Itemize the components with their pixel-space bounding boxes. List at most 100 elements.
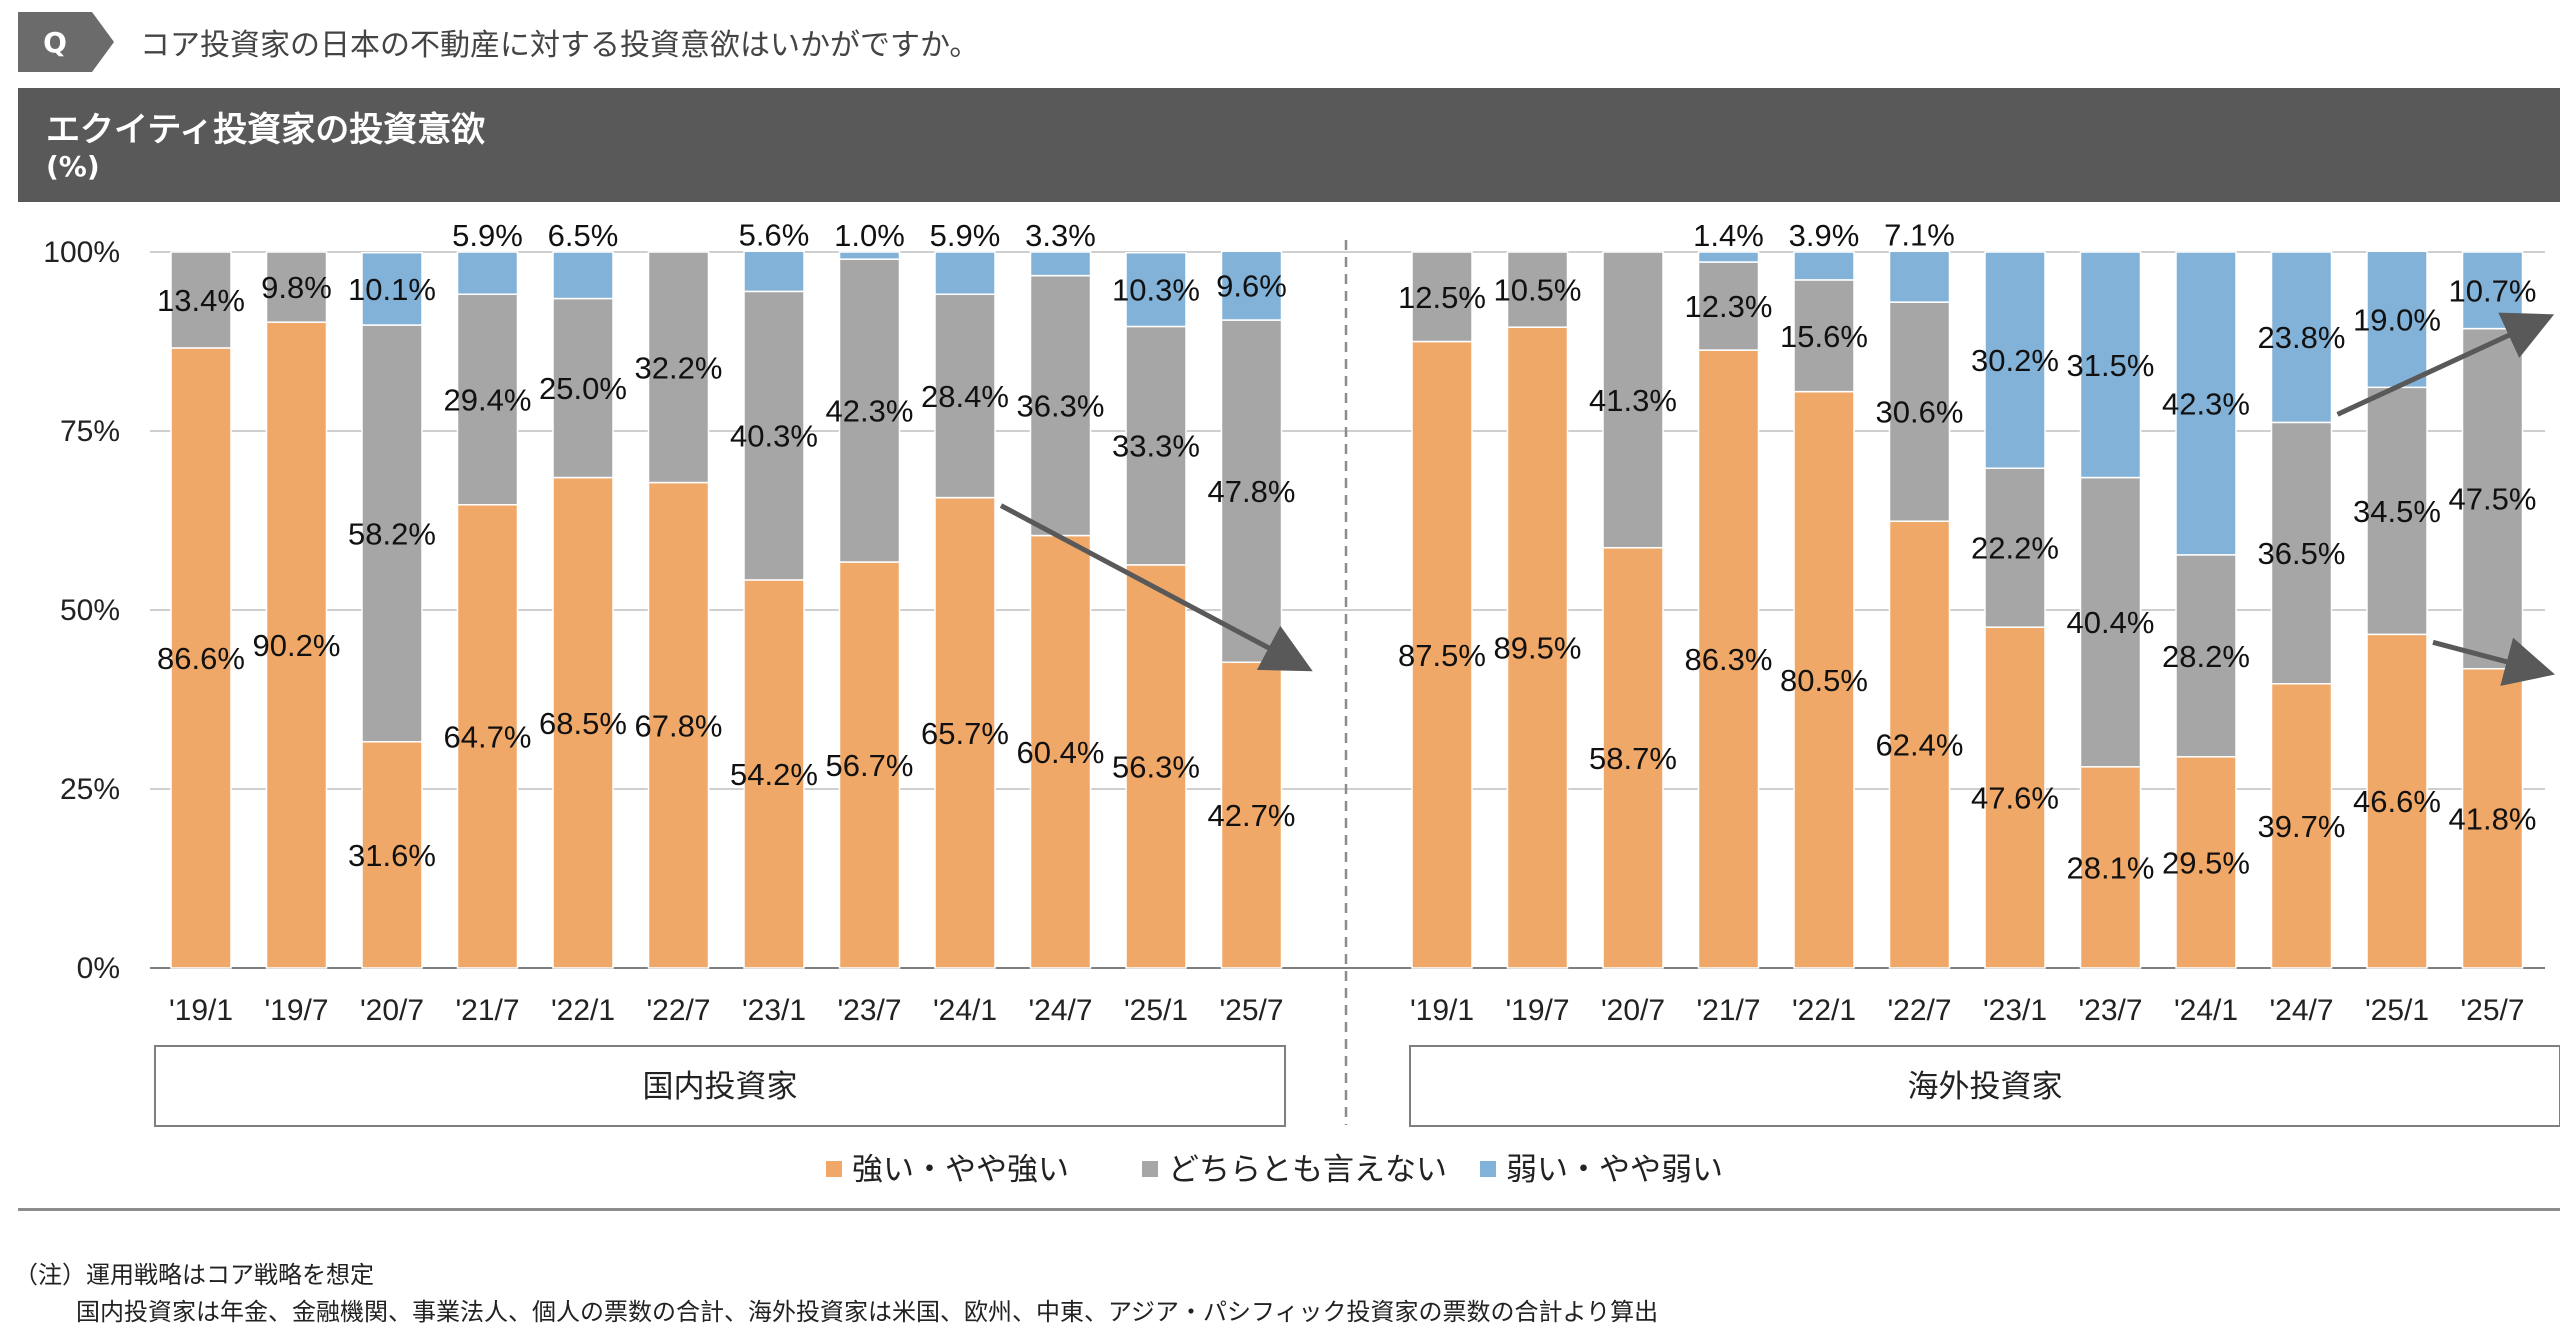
bar-segment: [1411, 251, 1473, 343]
data-label: 65.7%: [921, 716, 1009, 751]
bar-segment: [1888, 301, 1951, 522]
data-label: 36.3%: [1017, 389, 1105, 424]
bar-segment: [2270, 251, 2333, 424]
data-label: 41.3%: [1589, 383, 1677, 418]
x-tick-label: '22/7: [646, 994, 710, 1027]
data-label: 47.8%: [1208, 474, 1296, 509]
data-label: 30.2%: [1971, 343, 2059, 378]
note-line-1: （注）運用戦略はコア戦略を想定: [14, 1261, 374, 1289]
question-badge: Q: [18, 12, 92, 72]
data-label: 28.1%: [2067, 850, 2155, 885]
legend-label: どちらとも言えない: [1168, 1152, 1447, 1188]
data-label: 47.6%: [1971, 781, 2059, 816]
bar-segment: [1029, 274, 1092, 537]
chart-title: エクイティ投資家の投資意欲: [46, 110, 486, 150]
data-label: 5.6%: [739, 217, 810, 252]
y-tick-label: 100%: [43, 236, 120, 269]
data-label: 90.2%: [253, 628, 341, 663]
chart-unit: (%): [46, 150, 100, 183]
trend-arrow: [999, 503, 1313, 672]
bar-segment: [2461, 667, 2524, 969]
note-line-2: 国内投資家は年金、金融機関、事業法人、個人の票数の合計、海外投資家は米国、欧州、…: [76, 1298, 1659, 1326]
bar-segment: [1029, 251, 1092, 277]
data-label: 68.5%: [539, 706, 627, 741]
data-label: 7.1%: [1884, 217, 1955, 252]
x-tick-label: '22/1: [1792, 994, 1856, 1027]
bar-segment: [1984, 251, 2046, 469]
data-label: 62.4%: [1876, 728, 1964, 763]
data-label: 12.3%: [1685, 289, 1773, 324]
bar-segment: [456, 503, 519, 969]
data-label: 86.6%: [157, 641, 245, 676]
bar-segment: [2366, 633, 2428, 969]
bar-segment: [1888, 520, 1951, 969]
data-label: 46.6%: [2353, 784, 2441, 819]
data-label: 42.3%: [2162, 386, 2250, 421]
bar-segment: [361, 251, 423, 326]
data-label: 40.4%: [2067, 605, 2155, 640]
data-label: 80.5%: [1780, 663, 1868, 698]
bar-segment: [1697, 251, 1760, 263]
footer-divider: [18, 1208, 2560, 1211]
bar-segment: [1506, 326, 1569, 969]
data-label: 40.3%: [730, 419, 818, 454]
data-label: 3.9%: [1789, 218, 1860, 253]
y-tick-label: 0%: [77, 952, 120, 985]
data-label: 60.4%: [1017, 735, 1105, 770]
data-label: 64.7%: [444, 719, 532, 754]
y-tick-label: 50%: [60, 594, 120, 627]
data-label: 58.7%: [1589, 741, 1677, 776]
question-arrow-icon: [92, 12, 114, 72]
x-tick-label: '20/7: [360, 994, 424, 1027]
bar-segment: [170, 347, 232, 969]
data-label: 58.2%: [348, 516, 436, 551]
group-label-box: [1409, 1045, 2560, 1127]
bar-segment: [1984, 467, 2046, 628]
bar-segment: [838, 251, 901, 260]
bar-segment: [361, 324, 423, 743]
bar-segment: [838, 561, 901, 969]
bar-segment: [456, 293, 519, 506]
x-tick-label: '24/7: [1028, 994, 1092, 1027]
data-label: 89.5%: [1494, 631, 1582, 666]
data-label: 30.6%: [1876, 395, 1964, 430]
data-label: 23.8%: [2258, 320, 2346, 355]
bar-segment: [1029, 534, 1092, 969]
x-tick-label: '20/7: [1601, 994, 1665, 1027]
bar-segment: [934, 293, 996, 499]
bar-segment: [1220, 250, 1283, 321]
x-tick-label: '21/7: [455, 994, 519, 1027]
bar-segment: [2079, 251, 2142, 479]
bar-segment: [934, 496, 996, 969]
bar-segment: [552, 251, 614, 300]
bar-segment: [647, 481, 710, 969]
y-tick-label: 75%: [60, 415, 120, 448]
data-label: 36.5%: [2258, 536, 2346, 571]
bar-segment: [2175, 756, 2237, 969]
data-label: 67.8%: [635, 708, 723, 743]
bar-segment: [647, 251, 710, 484]
x-tick-label: '25/7: [1219, 994, 1283, 1027]
data-label: 34.5%: [2353, 494, 2441, 529]
data-label: 29.4%: [444, 382, 532, 417]
data-label: 42.7%: [1208, 798, 1296, 833]
data-label: 15.6%: [1780, 319, 1868, 354]
x-tick-label: '25/1: [2365, 994, 2429, 1027]
y-tick-label: 25%: [60, 773, 120, 806]
x-tick-label: '19/7: [1505, 994, 1569, 1027]
data-label: 42.3%: [826, 394, 914, 429]
x-tick-label: '23/7: [837, 994, 901, 1027]
data-label: 86.3%: [1685, 642, 1773, 677]
data-label: 10.1%: [348, 272, 436, 307]
x-tick-label: '19/7: [264, 994, 328, 1027]
x-tick-label: '23/1: [1983, 994, 2047, 1027]
data-label: 12.5%: [1398, 280, 1486, 315]
bar-segment: [1888, 250, 1951, 303]
bar-segment: [1602, 546, 1664, 969]
bar-segment: [361, 740, 423, 969]
bar-segment: [1793, 251, 1855, 281]
data-label: 32.2%: [635, 350, 723, 385]
x-tick-label: '25/7: [2460, 994, 2524, 1027]
x-tick-label: '24/1: [933, 994, 997, 1027]
data-label: 54.2%: [730, 757, 818, 792]
